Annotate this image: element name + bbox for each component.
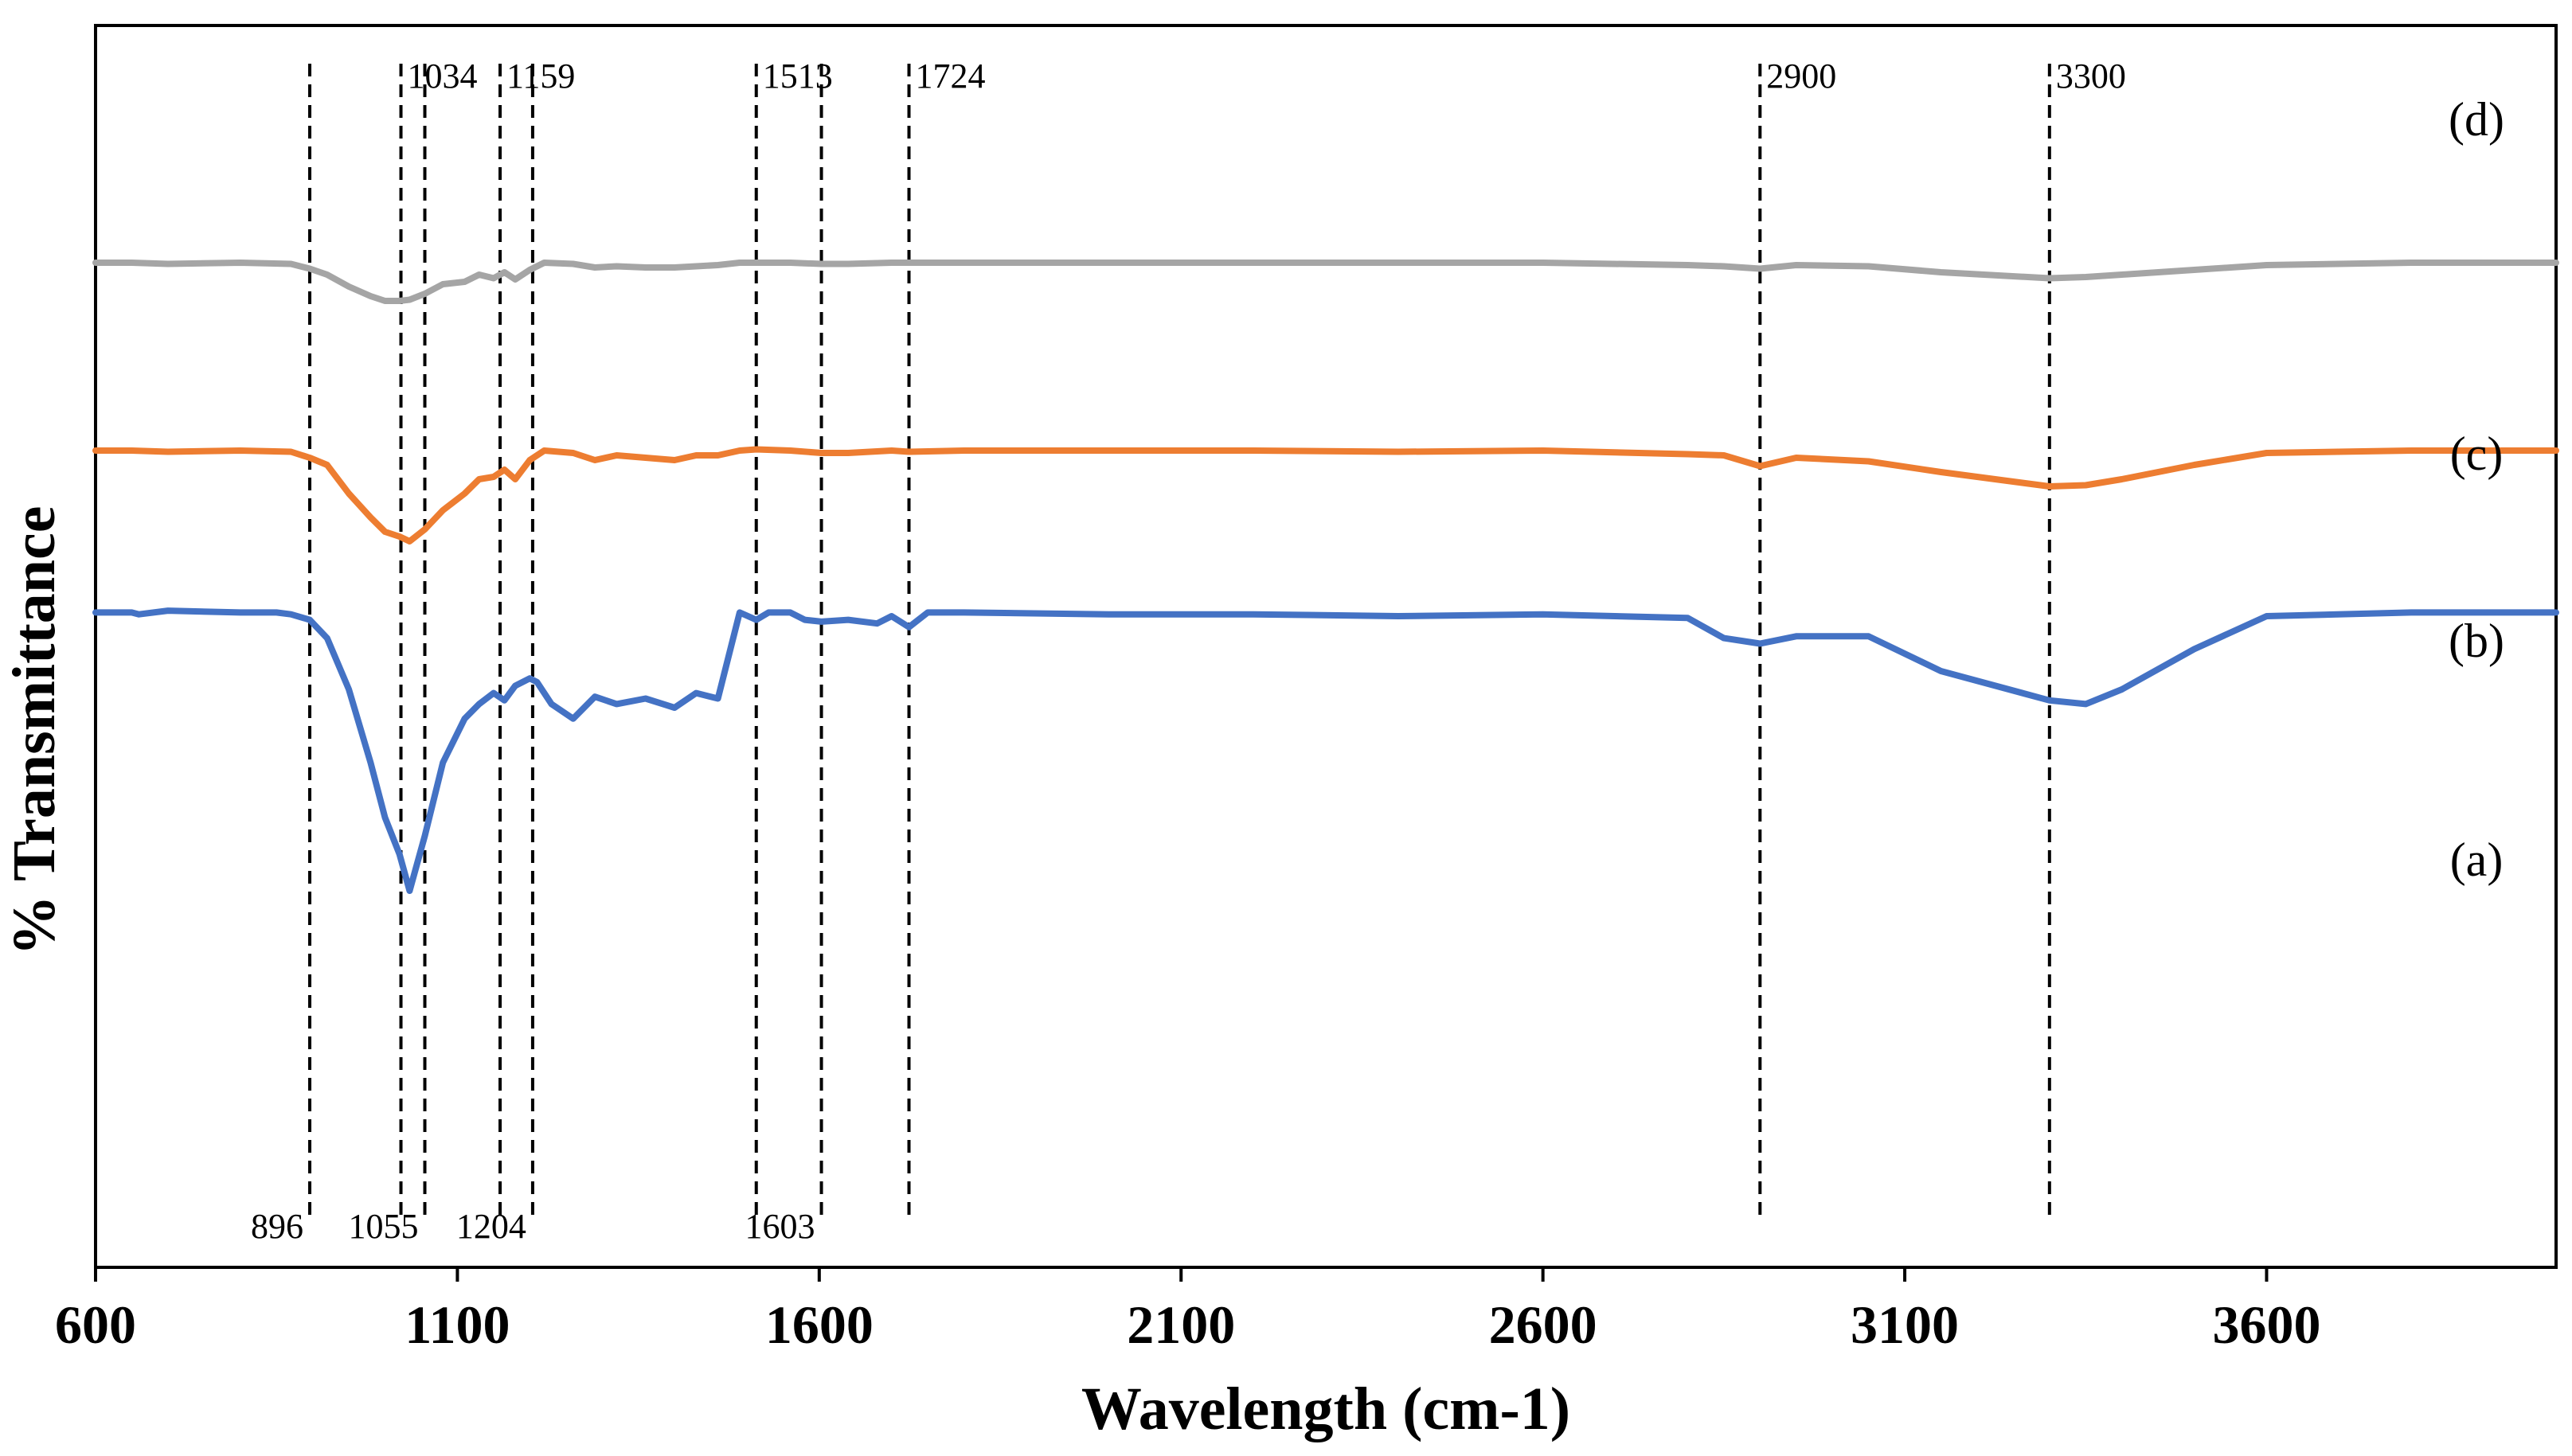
peak-label-1159: 1159: [506, 57, 575, 96]
peak-label-1034: 1034: [408, 57, 478, 96]
series-group: [92, 260, 2559, 894]
series-label-c: (c): [2450, 427, 2504, 480]
series-label-a: (a): [2450, 833, 2504, 886]
series-label-d: (d): [2449, 93, 2504, 146]
x-tick-label-3100: 3100: [1851, 1294, 1959, 1355]
peak-label-2900: 2900: [1766, 57, 1836, 96]
series-label-b: (b): [2449, 615, 2504, 667]
x-tick-label-1600: 1600: [765, 1294, 874, 1355]
peak-label-1724: 1724: [916, 57, 986, 96]
series-labels: (a) (b) (c) (d): [2449, 93, 2504, 886]
x-axis-title: Wavelength (cm-1): [1081, 1376, 1570, 1442]
x-axis-ticks: 600 1100 1600 2100 2600 3100 3600: [55, 1267, 2320, 1355]
x-tick-label-2100: 2100: [1127, 1294, 1235, 1355]
x-tick-label-1100: 1100: [405, 1294, 510, 1355]
x-tick-label-3600: 3600: [2212, 1294, 2320, 1355]
series-line-b: [92, 446, 2559, 545]
x-tick-label-600: 600: [55, 1294, 136, 1355]
peak-label-1055: 1055: [349, 1207, 419, 1246]
y-axis-title: % Transmittance: [1, 506, 68, 955]
series-line-c: [92, 260, 2559, 304]
x-tick-label-2600: 2600: [1489, 1294, 1597, 1355]
series-line-a: [92, 607, 2559, 894]
peak-label-896: 896: [251, 1207, 303, 1246]
peak-label-1603: 1603: [745, 1207, 815, 1246]
peak-label-1204: 1204: [456, 1207, 526, 1246]
peak-label-3300: 3300: [2056, 57, 2126, 96]
plot-frame: [94, 24, 2558, 1269]
